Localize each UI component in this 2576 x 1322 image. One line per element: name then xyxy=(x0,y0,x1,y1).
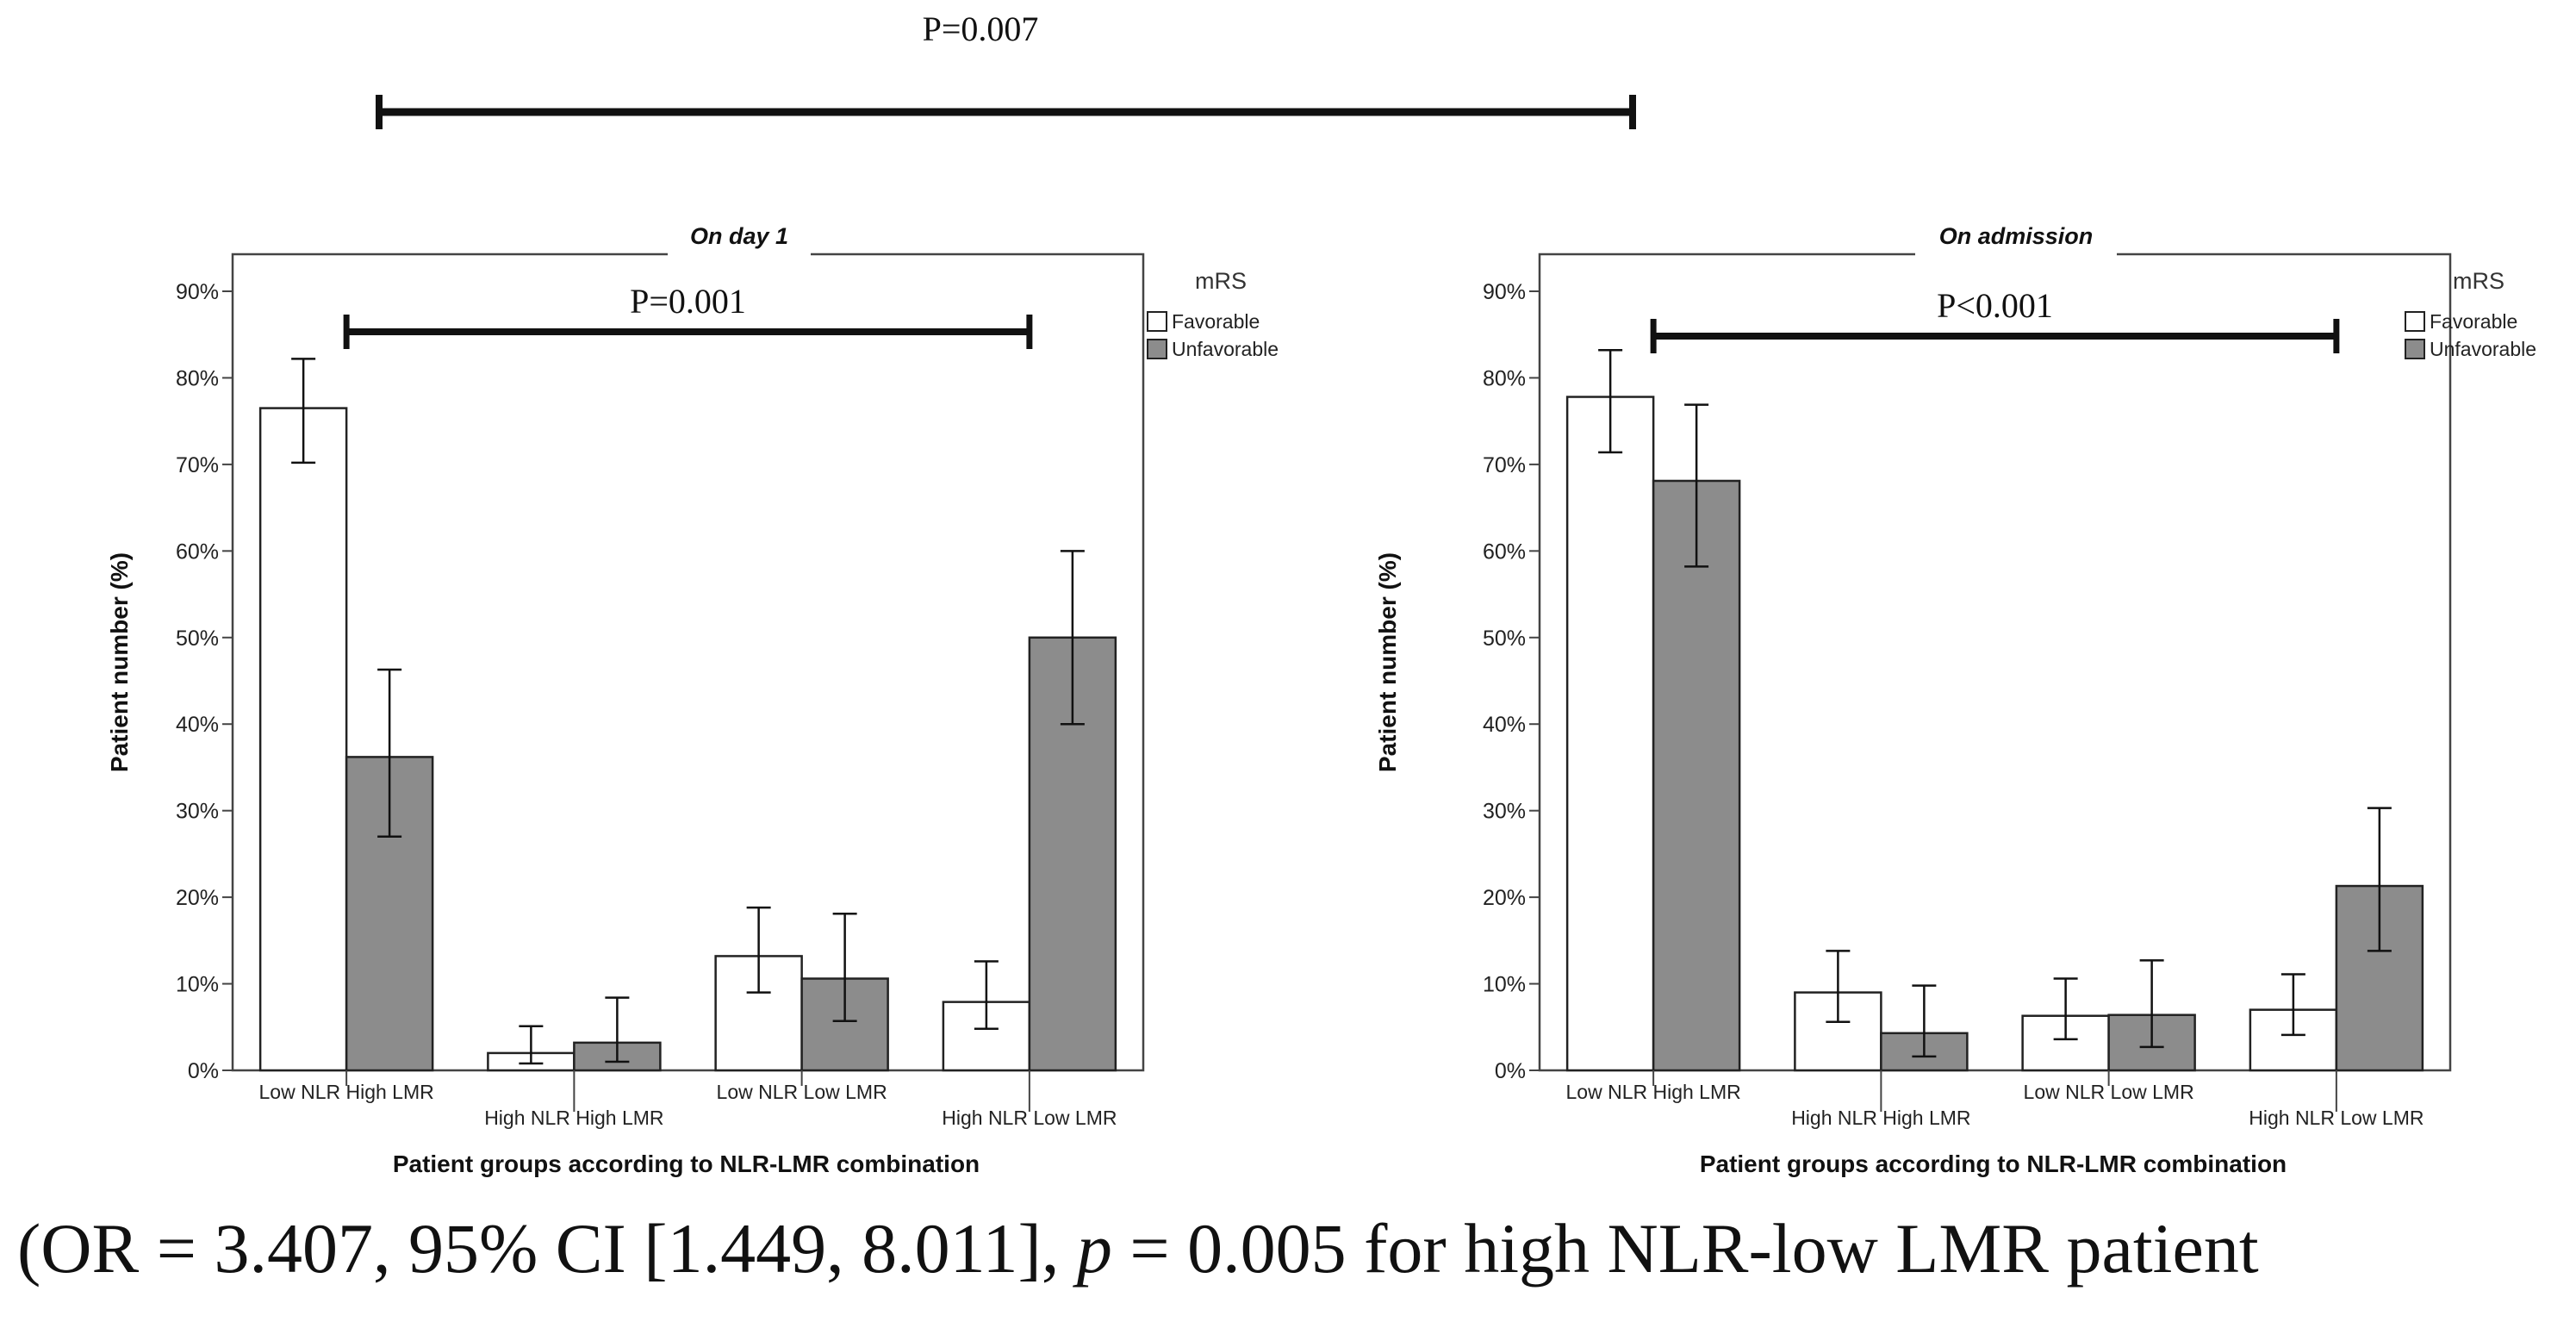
y-tick-label: 30% xyxy=(1483,800,1526,824)
y-tick-label: 10% xyxy=(176,973,219,997)
bar-favorable-low-nlr-high-lmr xyxy=(258,407,348,1072)
caption-p-symbol: p xyxy=(1076,1209,1112,1288)
y-tick-label: 20% xyxy=(176,886,219,910)
legend-swatch-favorable xyxy=(2405,311,2425,332)
y-tick-label: 80% xyxy=(176,366,219,390)
bar-favorable-high-nlr-high-lmr xyxy=(1794,991,1882,1072)
y-tick-label: 50% xyxy=(1483,627,1526,651)
y-tick-label: 10% xyxy=(1483,973,1526,997)
y-tick-label: 90% xyxy=(176,280,219,304)
x-tick-label-low-nlr-low-lmr: Low NLR Low LMR xyxy=(2024,1081,2194,1103)
legend-swatch-unfavorable xyxy=(1147,339,1167,359)
bar-favorable-low-nlr-high-lmr xyxy=(1565,396,1655,1072)
legend-label-unfavorable: Unfavorable xyxy=(2430,338,2536,360)
x-tick-label-high-nlr-high-lmr: High NLR High LMR xyxy=(1791,1107,1970,1129)
y-tick-label: 90% xyxy=(1483,280,1526,304)
y-tick-label: 20% xyxy=(1483,886,1526,910)
title-gap xyxy=(668,250,811,259)
y-tick-label: 60% xyxy=(176,539,219,564)
y-tick-label: 60% xyxy=(1483,539,1526,564)
y-tick-label: 70% xyxy=(176,453,219,477)
y-axis-label: Patient number (%) xyxy=(1374,552,1401,772)
y-tick-label: 80% xyxy=(1483,366,1526,390)
title-gap xyxy=(1915,250,2117,259)
legend-label-favorable: Favorable xyxy=(2430,310,2517,333)
chart-panel-admission: On admission 0% 10% 20% 30% 40% 50% 60% 70% 80% 90… xyxy=(1374,223,2536,1177)
top-comparison-bracket: P=0.007 xyxy=(376,9,1636,129)
x-tick-label-low-nlr-high-lmr: Low NLR High LMR xyxy=(1566,1081,1741,1103)
y-tick-label: 40% xyxy=(1483,713,1526,737)
y-tick-label: 30% xyxy=(176,800,219,824)
comparison-label: P=0.001 xyxy=(630,282,746,321)
x-tick-label-low-nlr-low-lmr: Low NLR Low LMR xyxy=(717,1081,887,1103)
comparison-label: P<0.001 xyxy=(1937,286,2053,325)
legend-title: mRS xyxy=(1195,268,1247,294)
y-tick-label: 50% xyxy=(176,627,219,651)
legend-label-unfavorable: Unfavorable xyxy=(1172,338,1279,360)
legend-label-favorable: Favorable xyxy=(1172,310,1260,333)
top-comparison-label: P=0.007 xyxy=(923,9,1039,48)
chart-title: On day 1 xyxy=(690,223,788,249)
x-tick-label-high-nlr-low-lmr: High NLR Low LMR xyxy=(2249,1107,2424,1129)
figure-caption: (OR = 3.407, 95% CI [1.449, 8.011], p = … xyxy=(17,1213,2567,1284)
y-axis-label: Patient number (%) xyxy=(106,552,133,772)
x-axis-label: Patient groups according to NLR-LMR comb… xyxy=(393,1151,980,1177)
legend-swatch-favorable xyxy=(1147,311,1167,332)
x-tick-label-high-nlr-high-lmr: High NLR High LMR xyxy=(484,1107,663,1129)
y-tick-label: 40% xyxy=(176,713,219,737)
y-tick-label: 0% xyxy=(188,1059,219,1083)
x-axis-label: Patient groups according to NLR-LMR comb… xyxy=(1700,1151,2287,1177)
bar-unfavorable-low-nlr-high-lmr xyxy=(345,756,434,1072)
legend-swatch-unfavorable xyxy=(2405,339,2425,359)
chart-panel-day1: On day 1 0% 10% 20% 30% 40% 50% 60% 70% 80% 90% Pat… xyxy=(106,223,1279,1177)
y-tick-label: 0% xyxy=(1495,1059,1526,1083)
caption-prefix: (OR = 3.407, 95% CI [1.449, 8.011], xyxy=(17,1209,1077,1288)
bar-unfavorable-low-nlr-high-lmr xyxy=(1652,479,1741,1072)
chart-title: On admission xyxy=(1939,223,2094,249)
x-tick-label-high-nlr-low-lmr: High NLR Low LMR xyxy=(942,1107,1117,1129)
caption-suffix: = 0.005 for high NLR-low LMR patient xyxy=(1111,1209,2259,1288)
legend-title: mRS xyxy=(2453,268,2504,294)
x-tick-label-low-nlr-high-lmr: Low NLR High LMR xyxy=(259,1081,434,1103)
y-tick-label: 70% xyxy=(1483,453,1526,477)
